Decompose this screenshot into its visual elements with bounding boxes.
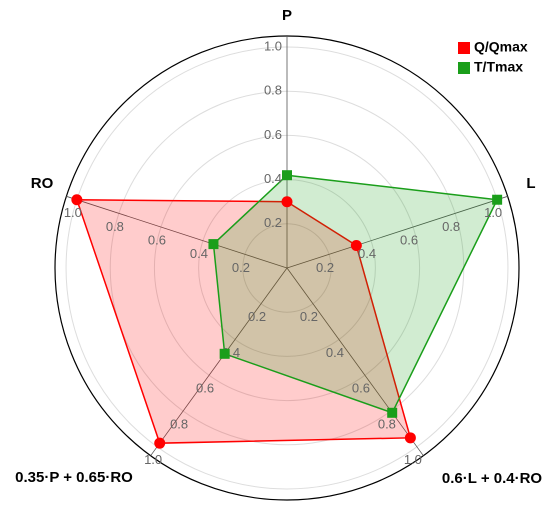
category-label: 0.35·P + 0.65·RO — [15, 469, 133, 486]
r-tick-label: 1.0 — [264, 38, 282, 53]
legend-label: Q/Qmax — [474, 39, 528, 55]
r-tick-label: 0.6 — [196, 381, 214, 396]
marker — [492, 194, 503, 205]
r-tick-label: 1.0 — [144, 452, 162, 467]
r-tick-label: 0.8 — [170, 416, 188, 431]
r-tick-label: 0.2 — [316, 260, 334, 275]
r-tick-label: 0.2 — [232, 260, 250, 275]
r-tick-label: 0.6 — [264, 127, 282, 142]
category-label: L — [526, 175, 535, 192]
category-label: RO — [31, 175, 54, 192]
r-tick-label: 1.0 — [404, 452, 422, 467]
marker — [281, 196, 293, 208]
r-tick-label: 0.8 — [264, 83, 282, 98]
r-tick-label: 0.4 — [326, 345, 344, 360]
r-tick-label: 0.4 — [190, 246, 208, 261]
category-label: 0.6·L + 0.4·RO — [442, 470, 543, 487]
r-tick-label: 0.4 — [358, 246, 376, 261]
r-tick-label: 0.2 — [248, 309, 266, 324]
marker — [282, 170, 292, 181]
r-tick-label: 0.6 — [148, 232, 166, 247]
r-tick-label: 0.2 — [264, 215, 282, 230]
marker — [350, 239, 362, 251]
marker — [154, 437, 166, 449]
series-area — [75, 198, 412, 444]
axis-spoke — [66, 195, 288, 269]
r-tick-label: 1.0 — [64, 205, 82, 220]
axis-spoke — [150, 267, 288, 456]
axis-spoke — [286, 267, 424, 456]
axis-spoke — [286, 195, 508, 269]
marker — [404, 432, 416, 444]
marker — [219, 348, 230, 359]
category-label: P — [282, 7, 292, 24]
legend-swatch — [458, 62, 470, 74]
r-tick-label: 0.6 — [400, 232, 418, 247]
r-tick-label: 0.8 — [378, 416, 396, 431]
r-tick-label: 0.8 — [106, 219, 124, 234]
r-tick-label: 0.8 — [442, 219, 460, 234]
marker — [387, 407, 398, 418]
r-tick-label: 0.2 — [300, 309, 318, 324]
r-tick-label: 0.4 — [264, 171, 282, 186]
marker — [208, 239, 219, 250]
r-tick-label: 0.6 — [352, 381, 370, 396]
series-area — [212, 174, 499, 414]
legend-swatch — [458, 42, 470, 54]
r-tick-label: 1.0 — [484, 205, 502, 220]
legend-label: T/Tmax — [474, 59, 523, 75]
marker — [71, 194, 83, 206]
